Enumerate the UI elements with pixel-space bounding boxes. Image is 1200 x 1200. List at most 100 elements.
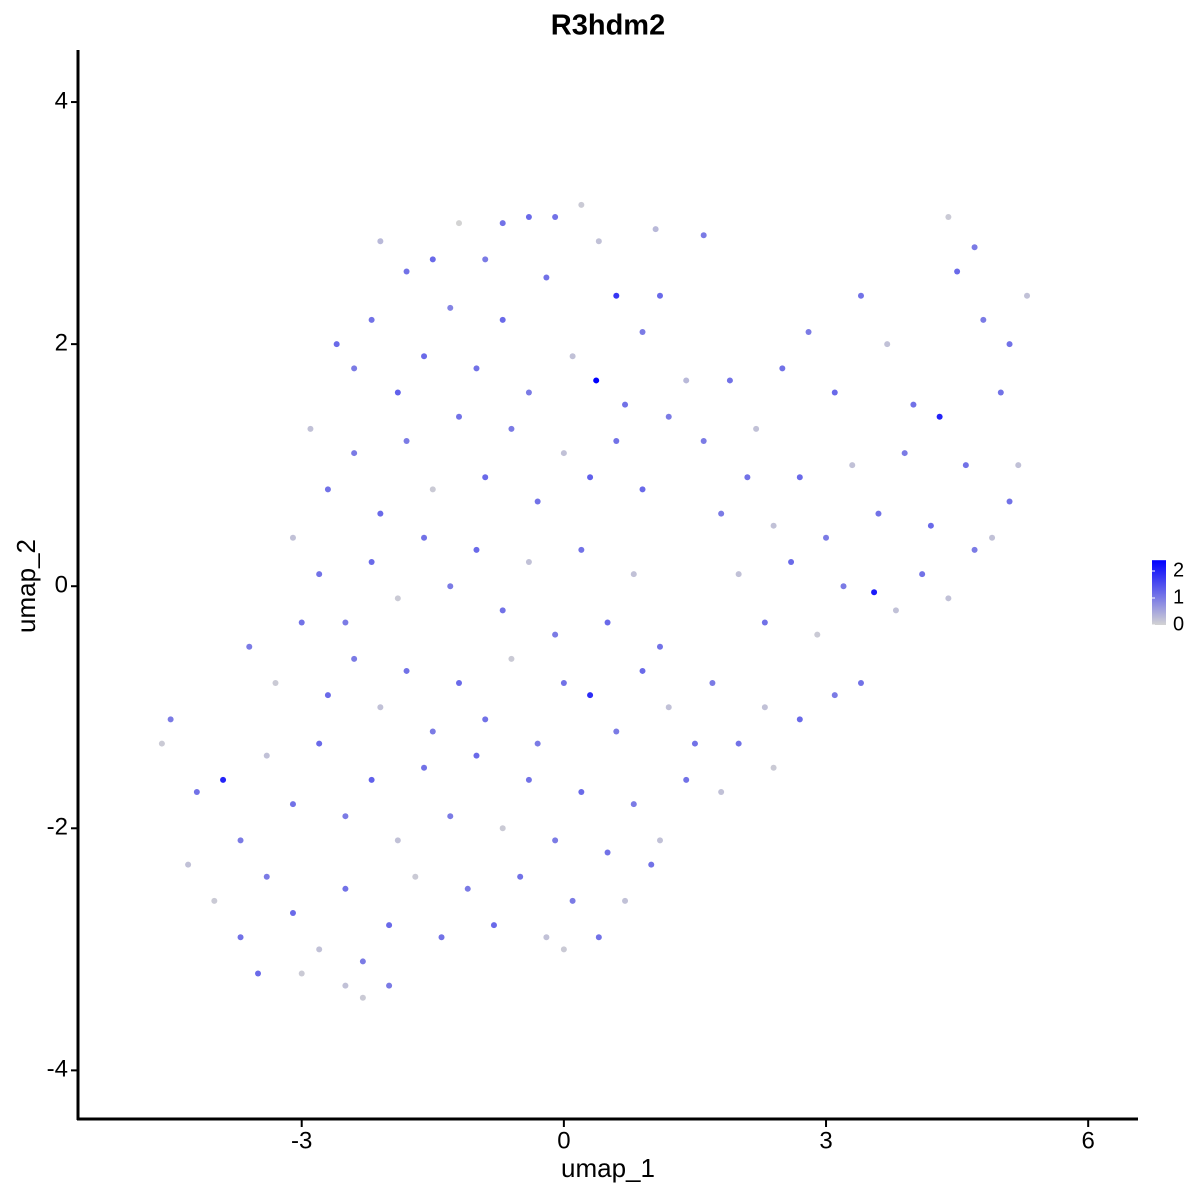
point bbox=[796, 716, 803, 723]
point bbox=[683, 776, 690, 783]
point bbox=[569, 897, 576, 904]
point bbox=[652, 226, 659, 233]
point bbox=[429, 486, 436, 493]
point bbox=[237, 934, 244, 941]
point bbox=[482, 474, 489, 481]
point bbox=[604, 849, 611, 856]
point bbox=[359, 958, 366, 965]
point bbox=[499, 825, 506, 832]
point bbox=[525, 776, 532, 783]
point bbox=[499, 316, 506, 323]
point bbox=[691, 740, 698, 747]
y-tick-label: 2 bbox=[55, 329, 68, 356]
point bbox=[700, 437, 707, 444]
points bbox=[158, 201, 1031, 1001]
point bbox=[508, 655, 515, 662]
point bbox=[971, 546, 978, 553]
point bbox=[456, 220, 463, 227]
point bbox=[368, 316, 375, 323]
point bbox=[700, 232, 707, 239]
point bbox=[351, 655, 358, 662]
point bbox=[735, 740, 742, 747]
point bbox=[613, 728, 620, 735]
point bbox=[744, 474, 751, 481]
point bbox=[543, 274, 550, 281]
point bbox=[429, 256, 436, 263]
point bbox=[211, 897, 218, 904]
point bbox=[368, 776, 375, 783]
point bbox=[220, 776, 227, 783]
point bbox=[656, 837, 663, 844]
point bbox=[158, 740, 165, 747]
point bbox=[814, 631, 821, 638]
point bbox=[901, 450, 908, 457]
point bbox=[377, 510, 384, 517]
point bbox=[945, 595, 952, 602]
point bbox=[342, 813, 349, 820]
point bbox=[351, 365, 358, 372]
y-tick-label: -4 bbox=[47, 1056, 68, 1083]
point bbox=[726, 377, 733, 384]
point bbox=[552, 837, 559, 844]
point bbox=[779, 365, 786, 372]
point bbox=[543, 934, 550, 941]
point bbox=[255, 970, 262, 977]
point bbox=[263, 752, 270, 759]
point bbox=[351, 450, 358, 457]
y-axis-label: umap_2 bbox=[11, 539, 41, 633]
point bbox=[971, 244, 978, 251]
point bbox=[560, 946, 567, 953]
point bbox=[316, 571, 323, 578]
x-tick-label: 0 bbox=[557, 1127, 570, 1154]
x-axis-label: umap_1 bbox=[561, 1153, 655, 1183]
point bbox=[412, 873, 419, 880]
point bbox=[499, 220, 506, 227]
point bbox=[473, 752, 480, 759]
point bbox=[394, 595, 401, 602]
point bbox=[892, 607, 899, 614]
point bbox=[167, 716, 174, 723]
point bbox=[796, 474, 803, 481]
point bbox=[289, 801, 296, 808]
point bbox=[289, 910, 296, 917]
point bbox=[593, 377, 600, 384]
point bbox=[871, 589, 878, 596]
point bbox=[849, 462, 856, 469]
point bbox=[770, 764, 777, 771]
y-tick-label: 4 bbox=[55, 87, 68, 114]
point bbox=[193, 788, 200, 795]
point bbox=[997, 389, 1004, 396]
x-tick-label: 6 bbox=[1082, 1127, 1095, 1154]
point bbox=[473, 546, 480, 553]
point bbox=[718, 510, 725, 517]
point bbox=[508, 425, 515, 432]
point bbox=[482, 716, 489, 723]
point bbox=[980, 316, 987, 323]
point bbox=[578, 788, 585, 795]
point bbox=[709, 680, 716, 687]
point bbox=[316, 740, 323, 747]
point bbox=[560, 680, 567, 687]
point bbox=[718, 788, 725, 795]
point bbox=[919, 571, 926, 578]
point bbox=[788, 559, 795, 566]
point bbox=[447, 583, 454, 590]
point bbox=[735, 571, 742, 578]
point bbox=[936, 413, 943, 420]
point bbox=[499, 607, 506, 614]
point bbox=[648, 861, 655, 868]
point bbox=[394, 837, 401, 844]
point bbox=[560, 450, 567, 457]
point bbox=[569, 353, 576, 360]
point bbox=[490, 922, 497, 929]
point bbox=[622, 401, 629, 408]
point bbox=[770, 522, 777, 529]
point bbox=[805, 329, 812, 336]
point bbox=[377, 238, 384, 245]
colorbar-label: 0 bbox=[1173, 613, 1184, 635]
point bbox=[587, 474, 594, 481]
point bbox=[456, 680, 463, 687]
point bbox=[630, 801, 637, 808]
chart-title: R3hdm2 bbox=[551, 10, 665, 42]
point bbox=[552, 631, 559, 638]
